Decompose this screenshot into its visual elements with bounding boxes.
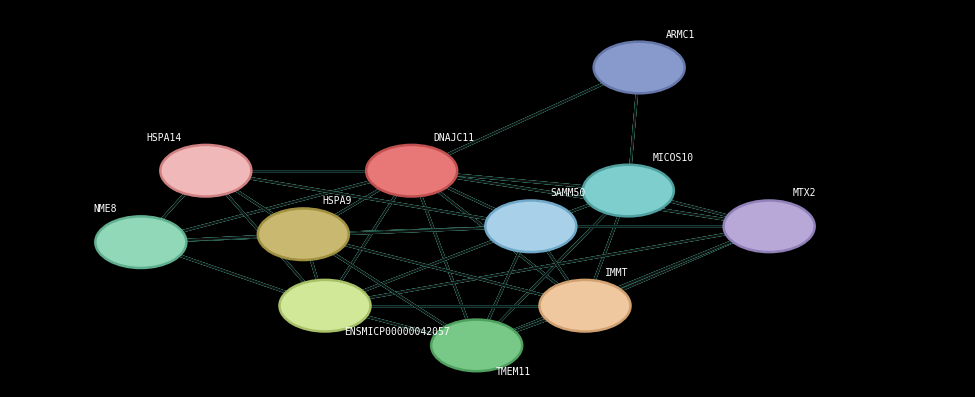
Text: NME8: NME8 [94, 204, 117, 214]
Text: TMEM11: TMEM11 [496, 367, 531, 377]
Ellipse shape [486, 200, 576, 252]
Text: ARMC1: ARMC1 [666, 30, 695, 40]
Text: SAMM50: SAMM50 [550, 189, 586, 198]
Ellipse shape [594, 42, 684, 93]
Text: ENSMICP00000042057: ENSMICP00000042057 [344, 328, 450, 337]
Text: HSPA14: HSPA14 [147, 133, 182, 143]
Ellipse shape [96, 216, 186, 268]
Text: IMMT: IMMT [604, 268, 628, 278]
Ellipse shape [160, 145, 252, 197]
Ellipse shape [723, 200, 815, 252]
Ellipse shape [257, 208, 349, 260]
Text: MICOS10: MICOS10 [652, 153, 693, 163]
Text: DNAJC11: DNAJC11 [433, 133, 475, 143]
Ellipse shape [431, 320, 523, 371]
Ellipse shape [583, 165, 674, 216]
Text: MTX2: MTX2 [793, 189, 816, 198]
Ellipse shape [539, 280, 631, 331]
Ellipse shape [280, 280, 370, 331]
Text: HSPA9: HSPA9 [323, 197, 352, 206]
Ellipse shape [367, 145, 457, 197]
